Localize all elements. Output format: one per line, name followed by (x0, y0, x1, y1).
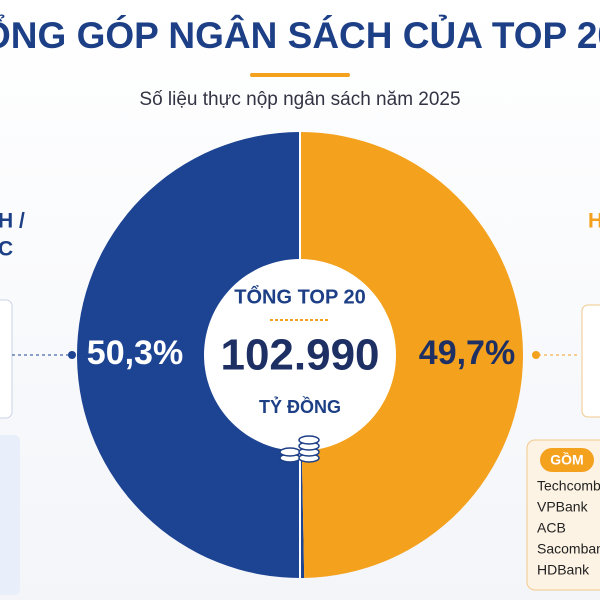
list-item: Techcombank (537, 478, 600, 494)
left-label: H / (0, 210, 25, 233)
center-total: 102.990 (220, 331, 379, 380)
value-label: 49,7% (419, 334, 515, 372)
coins-icon (279, 435, 320, 463)
right-box (581, 304, 600, 418)
center-unit: TỶ ĐỒNG (259, 396, 341, 417)
list-item: VPBank (537, 499, 589, 515)
donut-segment (77, 132, 305, 578)
list-title: GỒM (550, 451, 583, 468)
donut-hole (204, 259, 396, 451)
list-item: HDBank (537, 562, 590, 578)
connector-dot (532, 351, 540, 359)
title-underline (250, 73, 350, 77)
list-item: Sacombank (537, 541, 600, 557)
chart-title: ỔNG GÓP NGÂN SÁCH CỦA TOP 20 (0, 13, 600, 56)
value-label: 50,3% (87, 334, 183, 372)
right-label: H (588, 210, 600, 233)
connector-dot (68, 351, 76, 359)
list-item: ACB (537, 520, 566, 536)
list-box (526, 439, 600, 591)
list-pill (540, 448, 594, 472)
left-list-box (0, 435, 20, 595)
donut-segment (300, 132, 524, 578)
donut (77, 132, 524, 578)
subtitle: Số liệu thực nộp ngân sách năm 2025 (139, 89, 460, 110)
left-box (0, 299, 13, 419)
left-sub-label: C (0, 238, 13, 261)
center-label: TỔNG TOP 20 (234, 284, 366, 308)
